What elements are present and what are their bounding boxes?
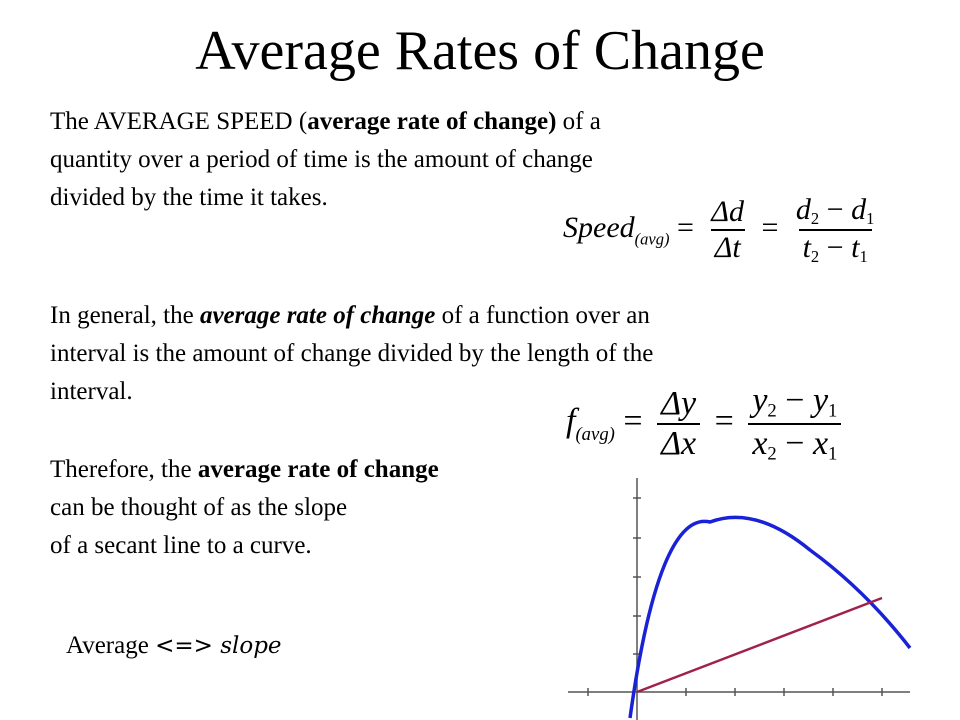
parabola-curve	[628, 515, 912, 719]
conclusion-line-2: can be thought of as the slope	[50, 494, 348, 521]
definition-line-3: divided by the time it takes.	[50, 184, 328, 211]
average-slope-statement: Average <=> slope	[66, 632, 282, 659]
bold-term: average rate of change	[197, 456, 439, 483]
function-average-formula: f(avg) = Δy Δx = y2 − y1 x2 − x1	[566, 382, 847, 465]
difference-fraction: y2 − y1 x2 − x1	[748, 382, 842, 465]
secant-line-graph	[568, 478, 912, 720]
bold-term: average rate of change)	[307, 108, 557, 135]
definition-line-2: quantity over a period of time is the am…	[50, 146, 593, 173]
secant-line	[636, 596, 883, 694]
x-axis-ticks	[587, 688, 883, 696]
conclusion-line-1: Therefore, the average rate of change	[50, 456, 439, 483]
axes	[568, 478, 910, 720]
conclusion-line-3: of a secant line to a curve.	[50, 532, 312, 559]
general-line-3: interval.	[50, 378, 133, 405]
definition-line-1: The AVERAGE SPEED (average rate of chang…	[50, 108, 601, 135]
delta-fraction: Δy Δx	[657, 385, 701, 463]
slide-title: Average Rates of Change	[195, 20, 765, 82]
definition-paragraph: The AVERAGE SPEED (average rate of chang…	[50, 103, 810, 217]
conclusion-paragraph: Therefore, the average rate of change ca…	[50, 451, 570, 565]
delta-fraction: Δd Δt	[710, 194, 745, 264]
general-line-1: In general, the average rate of change o…	[50, 302, 650, 329]
speed-formula: Speed(avg) = Δd Δt = d2 − d1 t2 − t1	[563, 193, 884, 267]
general-line-2: interval is the amount of change divided…	[50, 340, 654, 367]
general-paragraph: In general, the average rate of change o…	[50, 297, 840, 411]
bold-italic-term: average rate of change	[199, 302, 436, 329]
difference-fraction: d2 − d1 t2 − t1	[795, 193, 875, 266]
